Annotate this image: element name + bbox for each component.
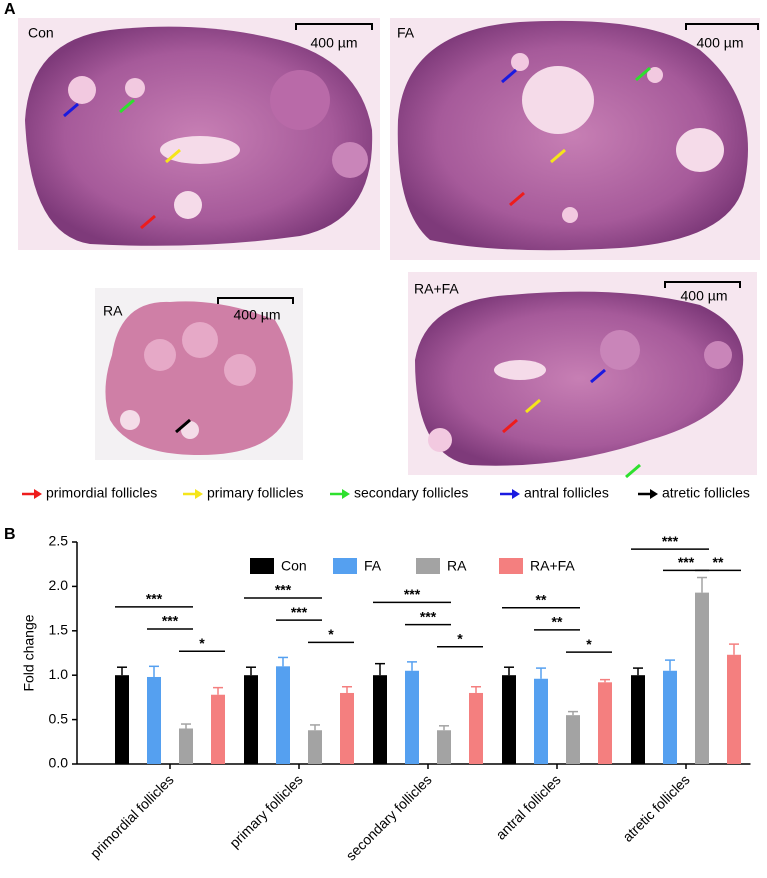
significance-label: ** <box>713 554 724 570</box>
significance-label: ** <box>536 591 547 607</box>
image-label: RA+FA <box>414 281 459 297</box>
panel-label: A <box>4 1 16 18</box>
bar <box>469 692 483 764</box>
panel-label: B <box>4 526 16 543</box>
bar <box>373 675 387 764</box>
significance-label: ** <box>552 614 563 630</box>
bar <box>340 692 354 764</box>
micrograph <box>95 288 303 460</box>
bar <box>566 715 580 764</box>
legend-swatch <box>250 558 274 574</box>
y-tick-label: 2.5 <box>49 533 69 549</box>
significance-label: *** <box>404 586 421 602</box>
significance-label: *** <box>291 604 308 620</box>
y-tick-label: 0.5 <box>49 710 69 726</box>
bar <box>502 675 516 764</box>
significance-label: * <box>586 636 592 652</box>
bar <box>276 666 290 764</box>
x-tick-label: primary follicles <box>226 771 306 851</box>
legend-label: FA <box>364 558 382 574</box>
bar <box>179 728 193 764</box>
legend-label: secondary follicles <box>354 485 468 501</box>
significance-label: *** <box>678 554 695 570</box>
bar <box>405 670 419 764</box>
significance-label: *** <box>162 613 179 629</box>
scale-label: 400 µm <box>697 35 744 51</box>
bar <box>534 678 548 764</box>
y-tick-label: 2.0 <box>49 577 69 593</box>
x-tick-label: antral follicles <box>492 771 563 842</box>
y-tick-label: 1.5 <box>49 622 69 638</box>
scale-label: 400 µm <box>311 35 358 51</box>
significance-label: *** <box>275 582 292 598</box>
bar <box>663 670 677 764</box>
legend-arrow-head <box>512 489 520 499</box>
bar <box>115 675 129 764</box>
y-tick-label: 0.0 <box>49 755 69 771</box>
micrograph <box>408 272 757 475</box>
legend-label: primary follicles <box>207 485 303 501</box>
bar <box>308 730 322 764</box>
legend-swatch <box>333 558 357 574</box>
legend-swatch <box>416 558 440 574</box>
image-label: FA <box>397 25 415 41</box>
bar <box>211 694 225 764</box>
legend-label: RA+FA <box>530 558 575 574</box>
legend-label: RA <box>447 558 467 574</box>
legend-label: antral follicles <box>524 485 609 501</box>
significance-label: *** <box>146 591 163 607</box>
scale-label: 400 µm <box>234 307 281 323</box>
legend-swatch <box>499 558 523 574</box>
significance-label: * <box>199 635 205 651</box>
micrograph <box>18 18 380 250</box>
x-tick-label: secondary follicles <box>343 771 435 863</box>
y-tick-label: 1.0 <box>49 666 69 682</box>
bar <box>631 675 645 764</box>
image-label: Con <box>28 25 54 41</box>
legend-arrow-head <box>342 489 350 499</box>
significance-label: * <box>457 630 463 646</box>
x-tick-label: primordial follicles <box>87 771 177 861</box>
bar <box>695 592 709 764</box>
bar <box>147 676 161 764</box>
legend-label: atretic follicles <box>662 485 750 501</box>
bar <box>598 682 612 764</box>
significance-label: *** <box>662 533 679 549</box>
legend-arrow-head <box>34 489 42 499</box>
bar <box>244 675 258 764</box>
micrograph <box>390 18 760 260</box>
significance-label: * <box>328 626 334 642</box>
bar <box>727 654 741 764</box>
bar <box>437 730 451 764</box>
arrow <box>63 66 651 479</box>
scale-label: 400 µm <box>681 288 728 304</box>
legend-arrow-head <box>195 489 203 499</box>
image-label: RA <box>103 303 123 319</box>
y-axis-label: Fold change <box>21 614 37 691</box>
legend-label: primordial follicles <box>46 485 157 501</box>
legend-label: Con <box>281 558 307 574</box>
scale-bar <box>217 23 759 304</box>
x-tick-label: atretic follicles <box>619 771 692 844</box>
significance-label: *** <box>420 608 437 624</box>
legend-arrow-head <box>650 489 658 499</box>
